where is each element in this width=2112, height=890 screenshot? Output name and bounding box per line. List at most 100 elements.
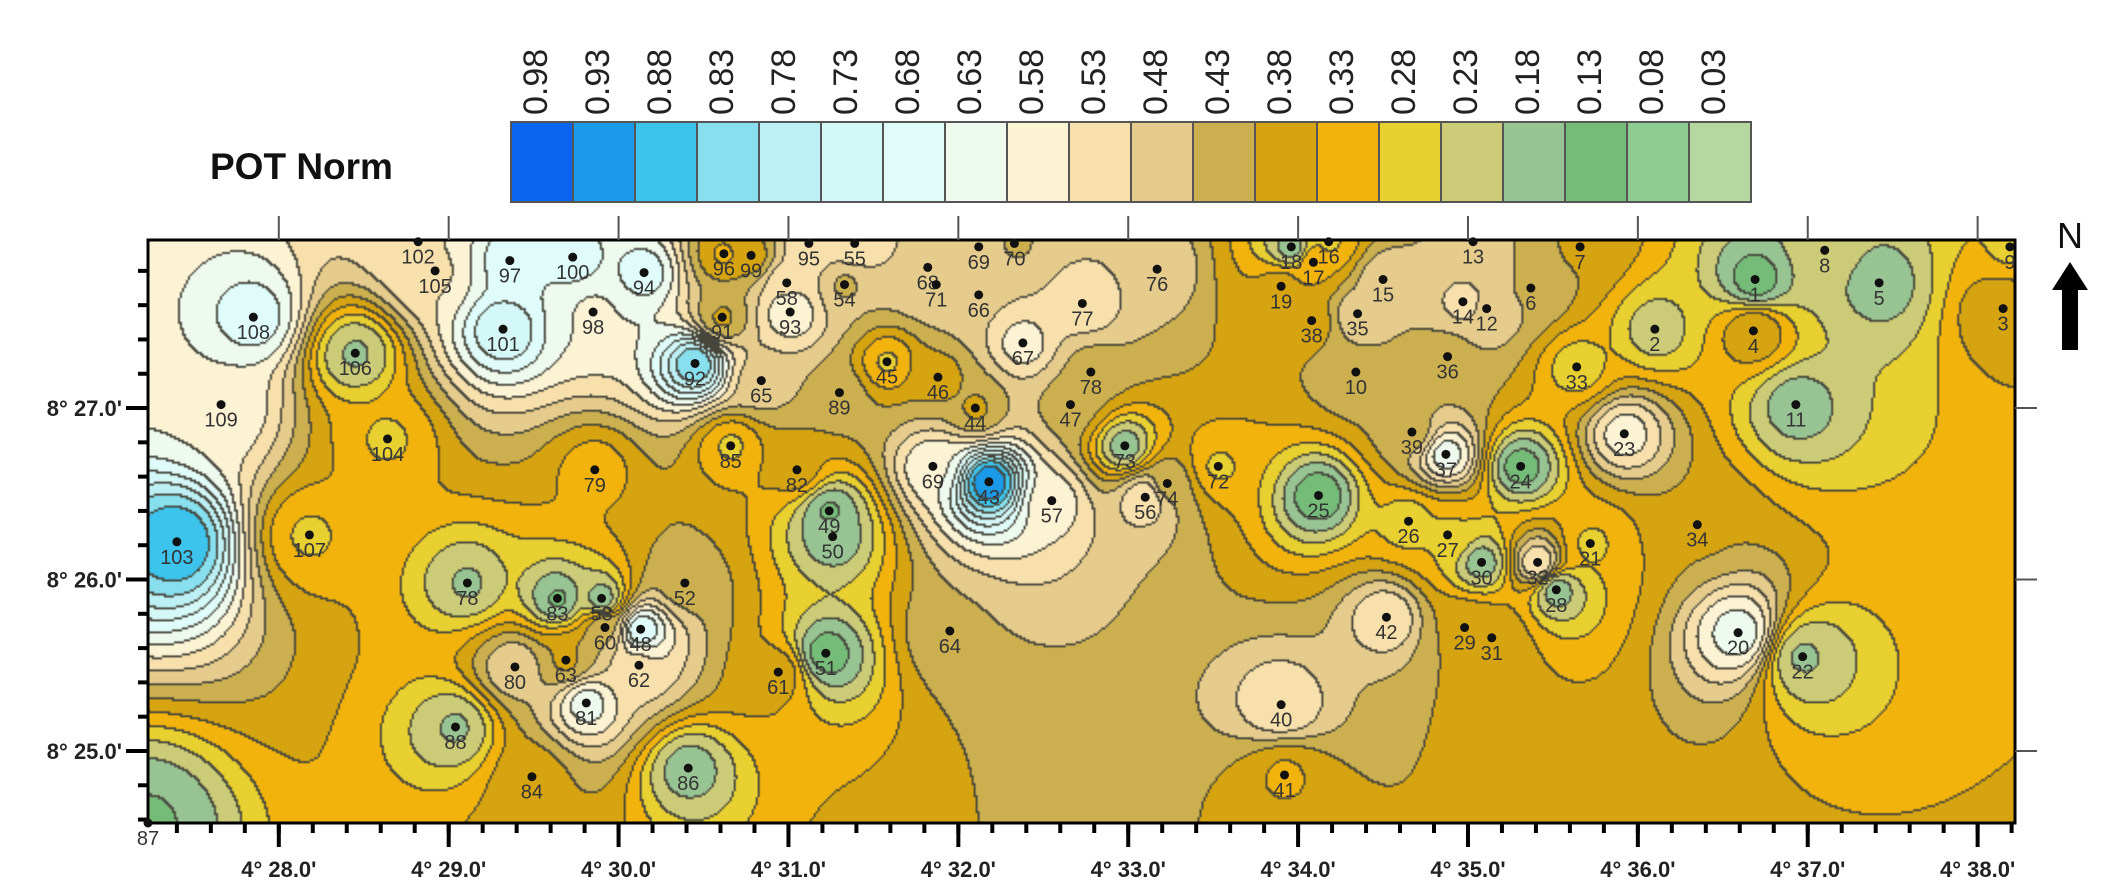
map-border — [146, 238, 2017, 825]
station-marker — [510, 662, 520, 672]
legend-swatch: 0.93 — [574, 49, 636, 201]
station-marker — [1575, 242, 1585, 252]
station-marker — [850, 238, 860, 248]
station-marker — [1477, 557, 1487, 567]
station-label: 100 — [556, 262, 589, 284]
x-tick-label: 4° 36.0' — [1600, 857, 1675, 882]
station-marker — [1516, 461, 1526, 471]
station-label: 66 — [968, 300, 990, 322]
station-48: 48 — [630, 624, 652, 656]
x-tick-label: 4° 30.0' — [581, 857, 656, 882]
station-label: 102 — [401, 247, 434, 269]
station-label: 41 — [1273, 780, 1295, 802]
station-15: 15 — [1372, 274, 1394, 306]
station-label: 38 — [1301, 326, 1323, 348]
station-label: 58 — [776, 288, 798, 310]
legend-swatch: 0.68 — [884, 49, 946, 201]
station-marker — [636, 624, 646, 634]
station-76: 76 — [1146, 264, 1168, 296]
station-label: 12 — [1476, 314, 1498, 336]
station-marker — [1443, 352, 1453, 362]
station-label: 21 — [1579, 549, 1601, 571]
station-63: 63 — [555, 655, 577, 687]
station-label: 19 — [1270, 291, 1292, 313]
station-label: 92 — [684, 368, 706, 390]
station-marker — [1692, 520, 1702, 530]
station-label: 89 — [828, 398, 850, 420]
station-label: 78 — [1080, 377, 1102, 399]
station-marker — [1009, 238, 1019, 248]
station-24: 24 — [1510, 461, 1532, 493]
station-marker — [634, 660, 644, 670]
station-label: 55 — [844, 248, 866, 270]
station-94: 94 — [633, 268, 655, 300]
station-marker — [1213, 461, 1223, 471]
station-label: 93 — [779, 317, 801, 339]
station-label: 88 — [444, 732, 466, 754]
station-marker — [1077, 298, 1087, 308]
station-marker — [350, 348, 360, 358]
station-73: 73 — [1114, 441, 1136, 473]
station-marker — [974, 290, 984, 300]
station-68: 68 — [917, 262, 939, 294]
legend-swatch: 0.88 — [636, 49, 698, 201]
station-34: 34 — [1686, 520, 1708, 552]
legend-swatch: 0.28 — [1380, 49, 1442, 201]
station-label: 94 — [633, 278, 655, 300]
station-86: 86 — [677, 763, 699, 795]
north-arrow: N — [2052, 215, 2088, 350]
station-label: 9 — [2004, 252, 2015, 274]
station-20: 20 — [1727, 628, 1749, 660]
station-marker — [1086, 367, 1096, 377]
station-103: 103 — [160, 537, 194, 569]
y-tick-label: 8° 26.0' — [47, 568, 122, 593]
x-tick-label: 4° 35.0' — [1430, 857, 1505, 882]
station-label: 24 — [1510, 471, 1532, 493]
station-label: 26 — [1397, 526, 1419, 548]
station-label: 108 — [237, 322, 270, 344]
station-label: 2 — [1649, 334, 1660, 356]
station-69: 69 — [968, 242, 990, 274]
station-30: 30 — [1470, 557, 1493, 589]
station-label: 78 — [456, 588, 478, 610]
station-106: 106 — [339, 348, 372, 380]
station-marker — [590, 465, 600, 475]
station-31: 31 — [1481, 633, 1503, 665]
station-5: 5 — [1874, 278, 1885, 310]
station-label: 72 — [1207, 471, 1229, 493]
station-marker — [1353, 309, 1363, 319]
station-label: 67 — [1012, 348, 1034, 370]
station-80: 80 — [504, 662, 526, 694]
station-marker — [552, 593, 562, 603]
legend-swatch: 0.63 — [946, 49, 1008, 201]
station-label: 29 — [1453, 633, 1475, 655]
station-54: 54 — [833, 280, 856, 312]
station-marker — [933, 372, 943, 382]
legend-swatch: 0.23 — [1442, 49, 1504, 201]
station-label: 107 — [293, 540, 326, 562]
station-label: 18 — [1280, 252, 1302, 274]
station-label: 50 — [821, 542, 843, 564]
station-39: 39 — [1401, 427, 1423, 459]
station-label: 10 — [1345, 377, 1367, 399]
station-label: 14 — [1452, 307, 1474, 329]
station-89: 89 — [828, 388, 851, 420]
station-25: 25 — [1307, 490, 1330, 522]
legend-swatch: 0.08 — [1628, 49, 1690, 201]
station-87: 87 — [137, 818, 159, 850]
station-label: 39 — [1401, 437, 1423, 459]
station-78: 78 — [1080, 367, 1102, 399]
north-arrow-icon — [2052, 262, 2088, 350]
legend-swatch: 0.48 — [1132, 49, 1194, 201]
station-label: 83 — [546, 603, 568, 625]
station-marker — [1047, 496, 1057, 506]
station-marker — [498, 324, 508, 334]
station-96: 96 — [713, 249, 735, 281]
station-marker — [1120, 441, 1130, 451]
station-label: 4 — [1748, 336, 1759, 358]
x-tick-label: 4° 29.0' — [411, 857, 486, 882]
station-13: 13 — [1462, 237, 1484, 269]
station-marker — [690, 358, 700, 368]
station-label: 1 — [1750, 284, 1761, 306]
